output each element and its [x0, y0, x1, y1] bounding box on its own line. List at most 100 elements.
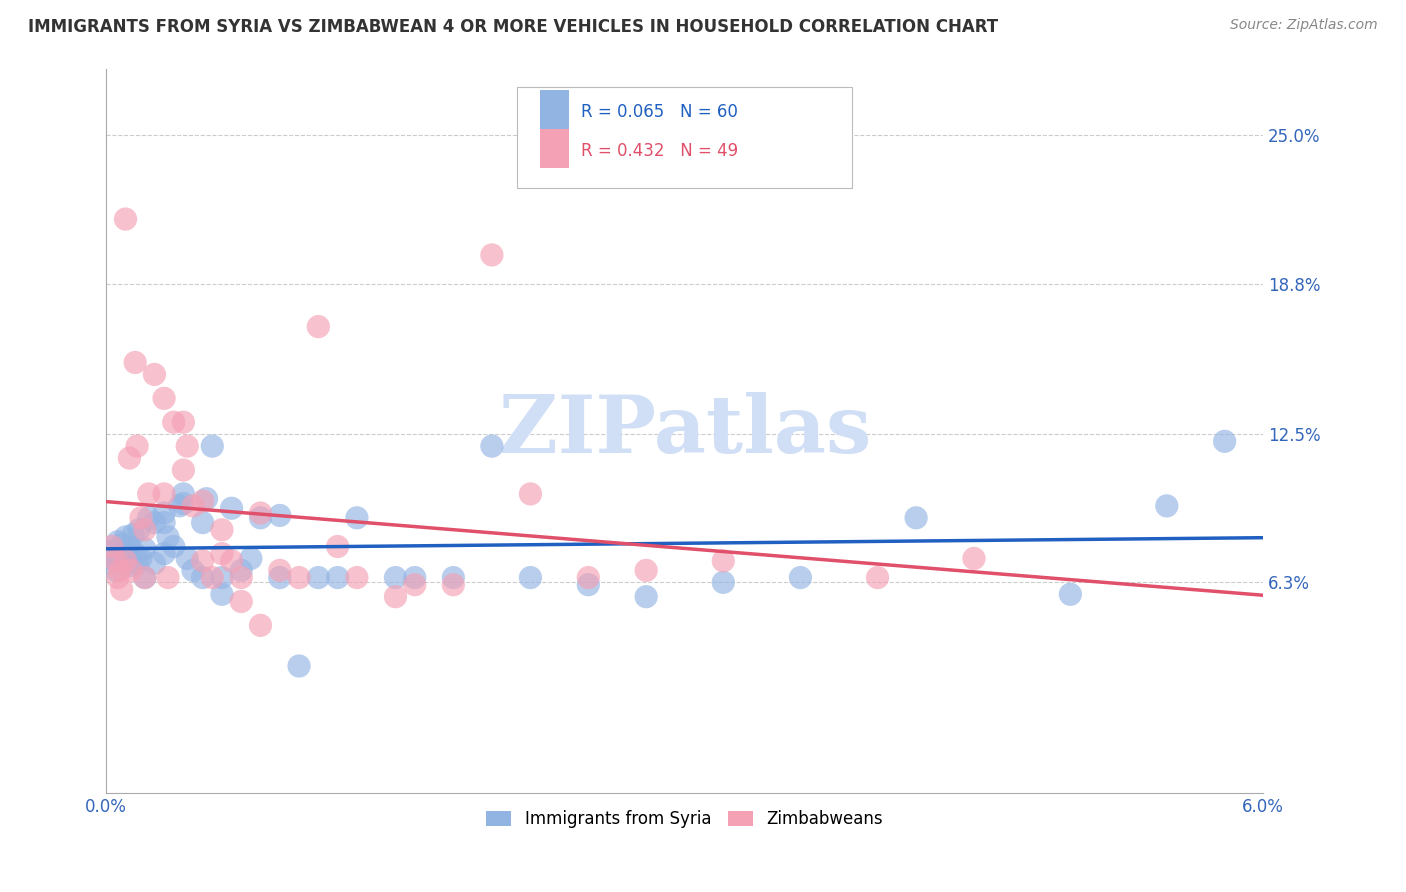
- Point: [122, 527, 145, 541]
- Point: [172, 487, 194, 501]
- Point: [118, 540, 141, 554]
- Point: [404, 570, 426, 584]
- Point: [169, 499, 191, 513]
- Point: [191, 494, 214, 508]
- Point: [163, 540, 186, 554]
- Point: [114, 541, 136, 556]
- Point: [163, 415, 186, 429]
- Point: [143, 516, 166, 530]
- Point: [129, 511, 152, 525]
- Bar: [540, 90, 569, 130]
- Point: [120, 563, 142, 577]
- Point: [181, 499, 204, 513]
- Point: [1156, 499, 1178, 513]
- Point: [441, 578, 464, 592]
- Point: [249, 618, 271, 632]
- Point: [307, 570, 329, 584]
- Point: [191, 516, 214, 530]
- Point: [104, 554, 127, 568]
- Point: [211, 523, 233, 537]
- Point: [191, 570, 214, 584]
- Point: [636, 563, 658, 577]
- Point: [481, 248, 503, 262]
- Point: [789, 570, 811, 584]
- Point: [404, 578, 426, 592]
- Point: [124, 355, 146, 369]
- Point: [153, 506, 176, 520]
- Point: [201, 439, 224, 453]
- Point: [195, 491, 218, 506]
- Point: [153, 547, 176, 561]
- Point: [201, 570, 224, 584]
- Point: [134, 541, 156, 556]
- Point: [231, 594, 253, 608]
- Point: [120, 558, 142, 573]
- Point: [269, 508, 291, 523]
- Point: [111, 582, 134, 597]
- Point: [108, 563, 131, 577]
- Point: [1213, 434, 1236, 449]
- Text: Source: ZipAtlas.com: Source: ZipAtlas.com: [1230, 18, 1378, 32]
- Point: [107, 534, 129, 549]
- Point: [153, 516, 176, 530]
- Point: [114, 212, 136, 227]
- Point: [866, 570, 889, 584]
- Point: [156, 570, 179, 584]
- Point: [519, 487, 541, 501]
- Point: [118, 451, 141, 466]
- Point: [153, 392, 176, 406]
- Point: [221, 501, 243, 516]
- Point: [384, 570, 406, 584]
- Point: [211, 570, 233, 584]
- Legend: Immigrants from Syria, Zimbabweans: Immigrants from Syria, Zimbabweans: [479, 804, 890, 835]
- Point: [346, 511, 368, 525]
- Point: [176, 439, 198, 453]
- Point: [636, 590, 658, 604]
- Point: [211, 547, 233, 561]
- Point: [711, 554, 734, 568]
- Point: [134, 570, 156, 584]
- Point: [711, 575, 734, 590]
- Point: [124, 547, 146, 561]
- Point: [519, 570, 541, 584]
- Point: [576, 570, 599, 584]
- Point: [172, 496, 194, 510]
- Point: [127, 439, 149, 453]
- Point: [905, 511, 928, 525]
- Point: [111, 537, 134, 551]
- Point: [101, 544, 124, 558]
- Point: [104, 563, 127, 577]
- Point: [134, 523, 156, 537]
- Point: [128, 523, 150, 537]
- Point: [138, 511, 160, 525]
- Point: [143, 556, 166, 570]
- Text: IMMIGRANTS FROM SYRIA VS ZIMBABWEAN 4 OR MORE VEHICLES IN HOUSEHOLD CORRELATION : IMMIGRANTS FROM SYRIA VS ZIMBABWEAN 4 OR…: [28, 18, 998, 36]
- Point: [143, 368, 166, 382]
- Point: [231, 563, 253, 577]
- Point: [191, 554, 214, 568]
- Point: [239, 551, 262, 566]
- Point: [269, 570, 291, 584]
- Point: [307, 319, 329, 334]
- Point: [107, 570, 129, 584]
- Point: [129, 551, 152, 566]
- FancyBboxPatch shape: [517, 87, 852, 188]
- Point: [112, 554, 135, 568]
- Point: [1059, 587, 1081, 601]
- Point: [176, 551, 198, 566]
- Point: [963, 551, 986, 566]
- Point: [221, 554, 243, 568]
- Point: [576, 578, 599, 592]
- Point: [249, 511, 271, 525]
- Point: [134, 570, 156, 584]
- Text: ZIPatlas: ZIPatlas: [499, 392, 870, 469]
- Point: [172, 463, 194, 477]
- Point: [172, 415, 194, 429]
- Text: R = 0.432   N = 49: R = 0.432 N = 49: [581, 143, 738, 161]
- Point: [104, 554, 127, 568]
- Point: [108, 547, 131, 561]
- Point: [114, 554, 136, 568]
- Point: [326, 540, 349, 554]
- Point: [156, 530, 179, 544]
- Point: [269, 563, 291, 577]
